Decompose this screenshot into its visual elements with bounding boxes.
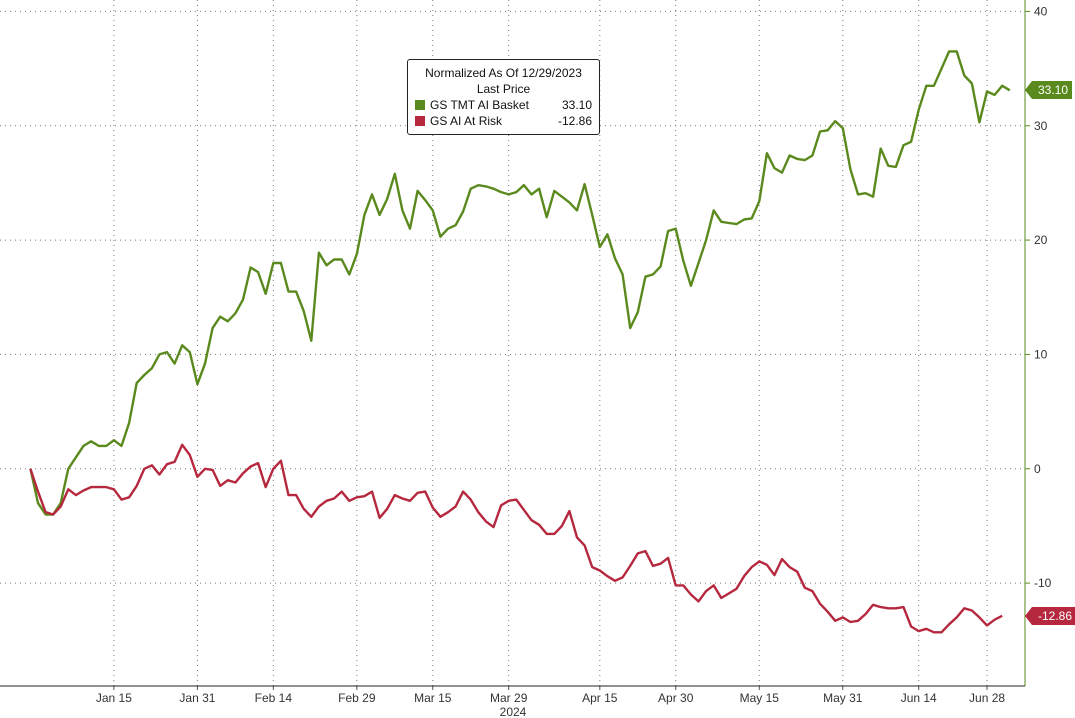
badge-value: 33.10 (1038, 83, 1069, 98)
legend-entry-ai-at-risk: GS AI At Risk -12.86 (415, 113, 592, 129)
x-tick-label: Mar 15 (414, 691, 452, 705)
x-tick-label: Feb 29 (338, 691, 376, 705)
legend-swatch-red (415, 116, 425, 126)
x-tick-label: Apr 30 (658, 691, 694, 705)
x-tick-label: Apr 15 (582, 691, 618, 705)
badge-value: -12.86 (1038, 608, 1073, 623)
x-tick-label: May 15 (740, 691, 780, 705)
series-line-tmt-ai-basket (29, 50, 1011, 516)
series (29, 50, 1011, 634)
legend-subtitle: Last Price (476, 82, 531, 96)
grid (0, 0, 1025, 686)
legend-swatch-green (415, 100, 425, 110)
legend-series-value: -12.86 (557, 114, 592, 128)
x-tick-label: Jun 14 (901, 691, 937, 705)
legend-entry-tmt-ai-basket: GS TMT AI Basket 33.10 (415, 97, 592, 113)
axes: 40 30 20 10 0 -10 Jan 15 Jan 31 Feb 14 Feb 29 Mar … (0, 0, 1052, 718)
y-tick-label: 20 (1034, 233, 1048, 247)
last-price-badge-green: 33.10 (1025, 81, 1073, 100)
badge-arrow (1025, 606, 1032, 625)
last-price-badge-red: -12.86 (1025, 606, 1075, 625)
y-tick-label: -10 (1034, 576, 1052, 590)
legend-title: Normalized As Of 12/29/2023 (425, 66, 582, 80)
legend-series-name: GS TMT AI Basket (430, 98, 529, 112)
legend-series-name: GS AI At Risk (430, 114, 503, 128)
x-tick-label: Mar 29 (490, 691, 528, 705)
y-tick-label: 0 (1034, 462, 1041, 476)
y-tick-label: 10 (1034, 347, 1048, 361)
x-tick-label: Jun 28 (969, 691, 1005, 705)
y-tick-label: 40 (1034, 4, 1048, 18)
x-tick-label: May 31 (823, 691, 863, 705)
legend-series-value: 33.10 (561, 98, 592, 112)
x-tick-label: Jan 31 (179, 691, 215, 705)
x-year-label: 2024 (500, 705, 527, 718)
x-tick-label: Feb 14 (255, 691, 293, 705)
series-line-ai-at-risk (29, 443, 1003, 634)
y-tick-label: 30 (1034, 119, 1048, 133)
badge-arrow (1025, 81, 1032, 100)
legend: Normalized As Of 12/29/2023 Last Price G… (407, 59, 600, 135)
x-tick-label: Jan 15 (96, 691, 132, 705)
